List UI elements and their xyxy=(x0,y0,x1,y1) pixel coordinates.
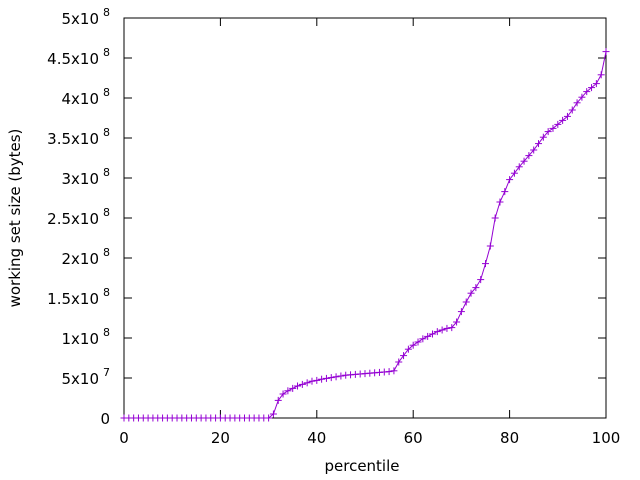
series-layer xyxy=(120,48,610,422)
data-point xyxy=(433,328,441,336)
data-point xyxy=(284,387,292,395)
y-tick-label: 2.5x10 8 xyxy=(47,206,110,228)
data-point xyxy=(491,214,499,222)
data-point xyxy=(322,374,330,382)
data-point xyxy=(390,367,398,375)
data-point xyxy=(520,157,528,165)
data-point xyxy=(486,242,494,250)
data-point xyxy=(467,289,475,297)
data-point xyxy=(457,308,465,316)
data-point xyxy=(563,112,571,120)
data-point xyxy=(318,375,326,383)
series-line xyxy=(124,51,607,419)
y-tick-label: 0 xyxy=(100,410,110,428)
data-point xyxy=(279,390,287,398)
data-point xyxy=(385,368,393,376)
y-axis: 0 5x10 7 1x10 8 1.5x10 8 2x10 8 2.5x10 8 3x10 8 3.5x1… xyxy=(47,6,606,428)
data-point xyxy=(559,116,567,124)
data-point xyxy=(568,106,576,114)
data-point xyxy=(472,284,480,292)
data-point xyxy=(294,382,302,390)
data-point xyxy=(395,358,403,366)
y-tick-label: 5x10 7 xyxy=(61,366,110,388)
data-point xyxy=(337,372,345,380)
data-point xyxy=(592,80,600,88)
plot-border xyxy=(123,17,607,419)
data-point xyxy=(313,376,321,384)
data-point xyxy=(530,146,538,154)
x-tick-label: 20 xyxy=(211,429,230,447)
x-axis-label: percentile xyxy=(324,457,399,475)
y-tick-label: 3.5x10 8 xyxy=(47,126,110,148)
data-point xyxy=(289,384,297,392)
x-tick-label: 100 xyxy=(592,429,621,447)
data-point xyxy=(332,373,340,381)
data-point xyxy=(448,324,456,332)
y-tick-label: 5x10 8 xyxy=(61,6,110,28)
y-tick-label: 2x10 8 xyxy=(61,246,110,268)
data-point xyxy=(573,99,581,107)
data-point xyxy=(409,341,417,349)
data-point xyxy=(539,133,547,141)
data-point xyxy=(303,379,311,387)
data-point xyxy=(506,176,514,184)
y-tick-label: 1x10 8 xyxy=(61,326,110,348)
data-point xyxy=(269,410,277,418)
data-point xyxy=(510,169,518,177)
y-tick-label: 1.5x10 8 xyxy=(47,286,110,308)
y-tick-label: 4x10 8 xyxy=(61,86,110,108)
data-point xyxy=(308,377,316,385)
y-axis-label: working set size (bytes) xyxy=(6,129,24,308)
data-point xyxy=(438,326,446,334)
data-point xyxy=(602,48,610,56)
data-point xyxy=(544,128,552,136)
data-point xyxy=(588,84,596,92)
data-point xyxy=(496,198,504,206)
x-tick-label: 40 xyxy=(307,429,326,447)
data-point xyxy=(578,93,586,101)
data-point xyxy=(443,324,451,332)
x-axis: 0 20 40 60 80 100 xyxy=(119,18,620,447)
data-point xyxy=(554,120,562,128)
data-point xyxy=(414,338,422,346)
y-tick-label: 4.5x10 8 xyxy=(47,46,110,68)
x-tick-label: 60 xyxy=(404,429,423,447)
data-point xyxy=(424,332,432,340)
data-point xyxy=(428,330,436,338)
data-point xyxy=(535,140,543,148)
data-point xyxy=(404,345,412,353)
data-point xyxy=(477,276,485,284)
data-point xyxy=(453,318,461,326)
x-tick-label: 0 xyxy=(119,429,129,447)
data-point xyxy=(298,380,306,388)
x-tick-label: 80 xyxy=(500,429,519,447)
data-point xyxy=(419,335,427,343)
y-tick-label: 3x10 8 xyxy=(61,166,110,188)
data-point xyxy=(462,298,470,306)
data-point xyxy=(525,152,533,160)
data-point xyxy=(501,188,509,196)
data-point xyxy=(482,260,489,268)
data-point xyxy=(400,352,408,360)
data-point xyxy=(274,396,282,404)
data-point xyxy=(327,374,335,382)
data-point xyxy=(265,414,273,422)
plot-frame xyxy=(123,17,607,419)
data-point xyxy=(583,88,591,96)
data-point xyxy=(515,163,523,171)
data-point xyxy=(549,124,557,132)
data-point xyxy=(597,71,605,79)
